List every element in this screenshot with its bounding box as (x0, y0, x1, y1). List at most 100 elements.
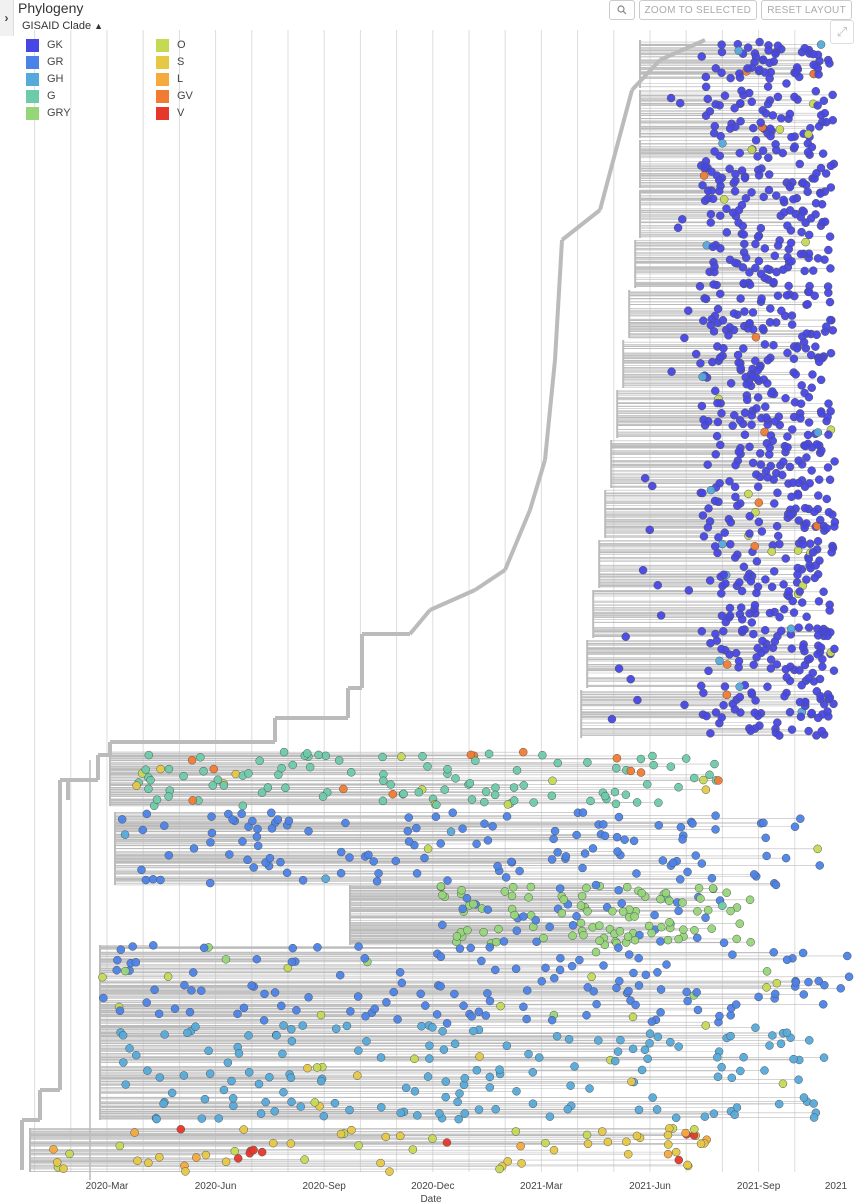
tip-gk (703, 460, 712, 469)
sidebar-toggle-button[interactable]: › (0, 0, 14, 36)
tip-gk (826, 183, 836, 192)
chevron-right-icon: › (4, 11, 9, 25)
legend-toggle[interactable]: GISAID Clade ▲ (22, 20, 103, 32)
tip-gr (770, 989, 780, 999)
tip-gh (736, 1066, 745, 1076)
tip-gr (243, 855, 252, 865)
tip-gh (455, 1089, 464, 1098)
tip-gk (796, 399, 806, 408)
tip-gr (115, 1006, 125, 1015)
reset-layout-button[interactable]: RESET LAYOUT (761, 0, 852, 20)
legend-item-l[interactable]: L (156, 72, 183, 86)
tip-gk (749, 629, 758, 639)
tip-g (164, 764, 174, 774)
tip-gk (698, 511, 708, 520)
tip-gk (753, 643, 762, 653)
legend-item-gv[interactable]: GV (156, 89, 193, 103)
tip-gr (364, 850, 373, 860)
tip-gk (736, 117, 745, 126)
tip-gr (403, 826, 413, 836)
tip-gr (629, 836, 639, 846)
tip-gr (99, 993, 108, 1003)
tip-gk (777, 306, 786, 316)
tip-gr (519, 1002, 528, 1012)
zoom-to-selected-button[interactable]: ZOOM TO SELECTED (638, 0, 758, 20)
tip-o (496, 1001, 505, 1011)
tip-s (347, 1125, 356, 1135)
tip-gh (376, 1053, 386, 1062)
tip-gk (698, 488, 707, 498)
tip-g (484, 749, 494, 759)
legend-item-gry[interactable]: GRY (26, 106, 71, 120)
tip-gry (762, 967, 772, 976)
tip-gk (825, 475, 835, 485)
tip-gk (740, 173, 750, 183)
tip-gh (765, 1041, 774, 1050)
tip-gk (737, 86, 746, 96)
legend-item-gr[interactable]: GR (26, 55, 64, 69)
tip-gv (699, 171, 709, 180)
tip-gk (719, 700, 728, 710)
tip-g (378, 796, 388, 806)
tip-gk (726, 73, 735, 83)
tip-gr (260, 989, 269, 999)
tip-gk (638, 565, 648, 575)
tip-g (399, 789, 408, 799)
backbone-branch (503, 509, 532, 571)
tip-gk (753, 393, 763, 402)
tip-gk (797, 598, 807, 607)
tip-gk (791, 370, 800, 379)
tip-gk (734, 447, 744, 456)
tip-o (751, 507, 760, 517)
legend-item-g[interactable]: G (26, 89, 56, 103)
tip-gk (717, 40, 726, 49)
legend-label: GR (47, 56, 64, 68)
tip-gk (773, 241, 783, 250)
tip-gr (228, 815, 237, 824)
tip-gr (131, 958, 141, 967)
tree-tips (49, 37, 854, 1176)
x-tick-label: 2020-Sep (303, 1181, 347, 1192)
tip-gr (550, 973, 559, 983)
legend-item-gk[interactable]: GK (26, 38, 63, 52)
tip-gk (717, 644, 726, 654)
tip-gk (756, 118, 765, 127)
tip-gh (287, 1097, 296, 1107)
expand-icon[interactable]: ⤢ (830, 20, 854, 44)
legend-item-gh[interactable]: GH (26, 72, 64, 86)
tip-gh (296, 1102, 306, 1111)
tip-gh (152, 1114, 161, 1124)
tip-gk (784, 281, 793, 291)
legend-item-s[interactable]: S (156, 55, 184, 69)
tip-gk (810, 291, 819, 301)
tip-gr (199, 943, 209, 953)
tip-gk (743, 43, 753, 52)
tip-gk (697, 627, 707, 636)
tip-gk (725, 477, 734, 486)
tip-g (642, 780, 652, 789)
tip-gk (717, 611, 727, 620)
x-axis-label: Date (420, 1194, 442, 1204)
tip-gk (830, 517, 840, 527)
tip-gr (248, 816, 257, 826)
legend-item-v[interactable]: V (156, 106, 184, 120)
tip-gk (742, 395, 752, 405)
tip-gr (292, 1005, 301, 1015)
tip-gk (763, 420, 772, 429)
tip-gr (491, 965, 500, 975)
tip-gr (572, 911, 581, 921)
tip-gk (730, 103, 739, 113)
tip-gry (221, 955, 231, 964)
tip-gk (711, 386, 720, 396)
tip-gry (595, 936, 604, 946)
search-icon[interactable] (608, 0, 635, 20)
tip-g (141, 765, 150, 774)
tip-gk (766, 461, 776, 471)
tip-o (744, 489, 753, 499)
tip-gk (763, 379, 772, 388)
legend-item-o[interactable]: O (156, 38, 186, 52)
tip-s (336, 1129, 346, 1139)
tip-g (146, 775, 155, 785)
